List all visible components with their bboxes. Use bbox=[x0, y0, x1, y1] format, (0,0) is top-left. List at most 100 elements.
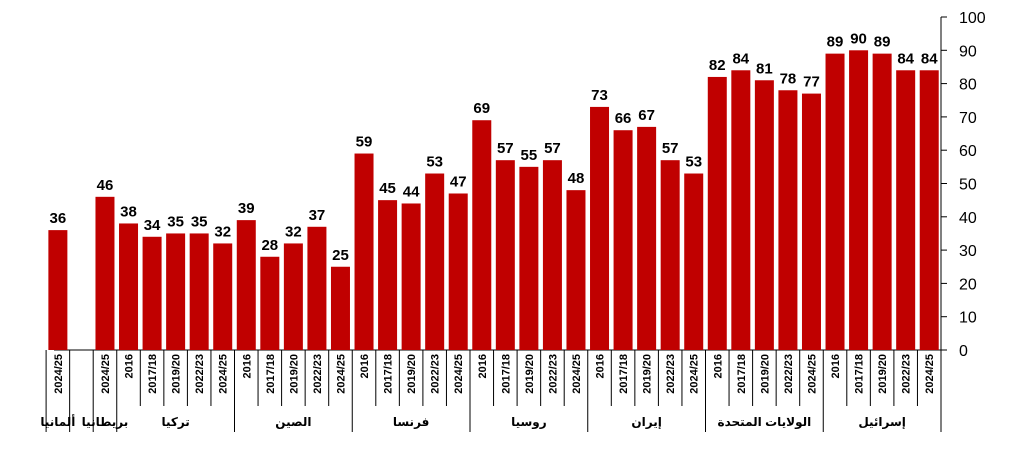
bar bbox=[754, 80, 774, 351]
bar-value-label: 73 bbox=[591, 87, 608, 104]
bar bbox=[354, 153, 374, 350]
bar-value-label: 84 bbox=[732, 50, 749, 67]
x-category-label: 2022/23 bbox=[430, 354, 442, 394]
bar-value-label: 53 bbox=[685, 154, 702, 171]
group-label: الصين bbox=[275, 415, 311, 429]
x-category-label: 2022/23 bbox=[783, 354, 795, 394]
bar bbox=[401, 203, 421, 350]
bar-value-label: 57 bbox=[662, 140, 679, 157]
bar bbox=[330, 266, 350, 350]
bar bbox=[425, 173, 445, 350]
x-category-label: 2024/25 bbox=[453, 354, 465, 394]
bar-value-label: 39 bbox=[238, 200, 255, 217]
y-tick-label: 60 bbox=[959, 143, 977, 160]
x-category-label: 2017/18 bbox=[736, 354, 748, 394]
bar-value-label: 89 bbox=[874, 34, 891, 51]
x-category-label: 2016 bbox=[359, 354, 371, 378]
x-category-label: 2016 bbox=[477, 354, 489, 378]
bar-value-label: 35 bbox=[167, 213, 184, 230]
x-category-label: 2022/23 bbox=[901, 354, 913, 394]
bar bbox=[95, 196, 115, 350]
bar bbox=[660, 160, 680, 350]
bar bbox=[542, 160, 562, 350]
x-category-label: 2024/25 bbox=[335, 354, 347, 394]
bar-value-label: 45 bbox=[379, 180, 396, 197]
x-category-label: 2024/25 bbox=[218, 354, 230, 394]
bar bbox=[919, 70, 939, 350]
y-tick-label: 70 bbox=[959, 110, 977, 127]
x-category-label: 2017/18 bbox=[500, 354, 512, 394]
group-label: ألمانيا bbox=[40, 414, 75, 429]
x-category-label: 2019/20 bbox=[759, 354, 771, 394]
x-category-label: 2016 bbox=[241, 354, 253, 378]
bar bbox=[189, 233, 209, 350]
bar-value-label: 36 bbox=[50, 210, 67, 227]
bar-value-label: 34 bbox=[144, 217, 161, 234]
bar bbox=[48, 230, 68, 350]
bar-value-label: 48 bbox=[568, 170, 585, 187]
x-category-label: 2019/20 bbox=[406, 354, 418, 394]
bar bbox=[707, 76, 727, 350]
x-category-label: 2019/20 bbox=[642, 354, 654, 394]
bar-value-label: 47 bbox=[450, 173, 467, 190]
bar-value-label: 67 bbox=[638, 107, 655, 124]
bar bbox=[566, 190, 586, 350]
group-label: إيران bbox=[631, 415, 661, 429]
bar bbox=[613, 130, 633, 350]
x-category-label: 2024/25 bbox=[689, 354, 701, 394]
y-tick-label: 80 bbox=[959, 77, 977, 94]
x-category-label: 2024/25 bbox=[53, 354, 65, 394]
bar-value-label: 69 bbox=[473, 100, 490, 117]
bar-value-label: 84 bbox=[921, 50, 938, 67]
bar bbox=[637, 126, 657, 350]
bar bbox=[166, 233, 186, 350]
group-label: بريطانيا bbox=[82, 415, 129, 429]
bar-value-label: 55 bbox=[521, 147, 538, 164]
y-tick-label: 50 bbox=[959, 177, 977, 194]
x-category-label: 2024/25 bbox=[806, 354, 818, 394]
bar bbox=[448, 193, 468, 350]
bar bbox=[213, 243, 233, 350]
x-category-label: 2016 bbox=[595, 354, 607, 378]
x-category-label: 2024/25 bbox=[571, 354, 583, 394]
bar-value-label: 77 bbox=[803, 74, 820, 91]
bar bbox=[236, 220, 256, 350]
bar-value-label: 66 bbox=[615, 110, 632, 127]
bar-value-label: 38 bbox=[120, 203, 137, 220]
group-label: إسرائيل bbox=[858, 415, 906, 429]
y-tick-label: 0 bbox=[959, 343, 968, 360]
y-tick-label: 100 bbox=[959, 10, 986, 27]
bar-value-label: 28 bbox=[261, 237, 278, 254]
y-tick-label: 10 bbox=[959, 310, 977, 327]
bar bbox=[896, 70, 916, 350]
x-category-label: 2022/23 bbox=[312, 354, 324, 394]
y-tick-label: 30 bbox=[959, 243, 977, 260]
bar-value-label: 89 bbox=[827, 34, 844, 51]
x-category-label: 2016 bbox=[124, 354, 136, 378]
bar bbox=[472, 120, 492, 350]
bar bbox=[519, 166, 539, 350]
bar bbox=[590, 106, 610, 350]
bar-value-label: 84 bbox=[897, 50, 914, 67]
bar bbox=[825, 53, 845, 350]
bar bbox=[778, 90, 798, 350]
group-label: روسيا bbox=[511, 415, 547, 430]
bar-value-label: 32 bbox=[214, 223, 231, 240]
bar-value-label: 32 bbox=[285, 223, 302, 240]
bar-value-label: 90 bbox=[850, 30, 867, 47]
bar bbox=[142, 236, 162, 350]
x-category-label: 2022/23 bbox=[547, 354, 559, 394]
bar-value-label: 37 bbox=[309, 207, 326, 224]
x-category-label: 2019/20 bbox=[288, 354, 300, 394]
x-category-label: 2017/18 bbox=[618, 354, 630, 394]
bar bbox=[260, 256, 280, 350]
x-category-label: 2017/18 bbox=[265, 354, 277, 394]
y-tick-label: 20 bbox=[959, 276, 977, 293]
x-category-label: 2024/25 bbox=[100, 354, 112, 394]
group-label: تركيا bbox=[161, 415, 189, 429]
bar-value-label: 82 bbox=[709, 57, 726, 74]
bar bbox=[495, 160, 515, 350]
bar bbox=[731, 70, 751, 350]
x-category-label: 2016 bbox=[712, 354, 724, 378]
